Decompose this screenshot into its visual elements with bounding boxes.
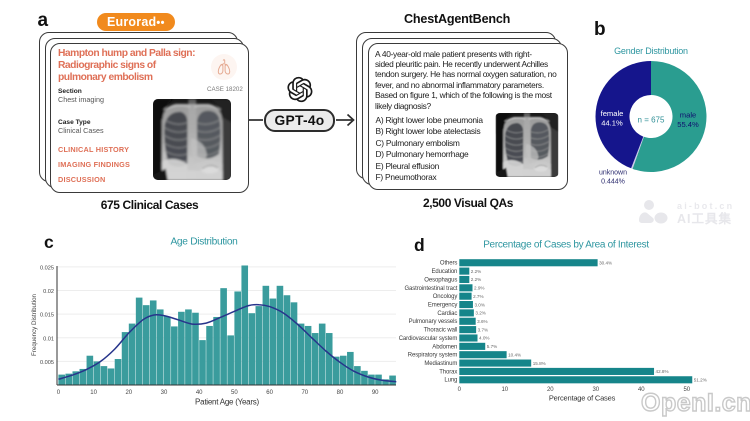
svg-text:Percentage of Cases by Area of: Percentage of Cases by Area of Interest bbox=[483, 240, 649, 251]
svg-text:10: 10 bbox=[90, 390, 97, 396]
svg-text:40: 40 bbox=[638, 387, 645, 393]
svg-text:0.01: 0.01 bbox=[43, 336, 54, 342]
svg-text:30: 30 bbox=[161, 390, 168, 396]
svg-text:3.0%: 3.0% bbox=[474, 302, 484, 307]
svg-text:55.4%: 55.4% bbox=[677, 120, 699, 129]
svg-text:2.2%: 2.2% bbox=[471, 269, 481, 274]
svg-text:3.7%: 3.7% bbox=[478, 327, 488, 332]
svg-text:Respiratory system: Respiratory system bbox=[408, 353, 458, 359]
svg-text:30.4%: 30.4% bbox=[599, 261, 612, 266]
svg-text:Education: Education bbox=[432, 269, 458, 275]
svg-text:unknown: unknown bbox=[599, 170, 627, 177]
svg-text:5.7%: 5.7% bbox=[487, 344, 497, 349]
svg-text:0: 0 bbox=[57, 390, 61, 396]
svg-text:80: 80 bbox=[337, 390, 344, 396]
svg-text:50: 50 bbox=[683, 387, 690, 393]
svg-text:n = 675: n = 675 bbox=[638, 116, 665, 125]
svg-text:Oncology: Oncology bbox=[433, 294, 458, 300]
svg-text:female: female bbox=[601, 109, 624, 118]
svg-text:30: 30 bbox=[592, 387, 599, 393]
svg-text:Thoracic wall: Thoracic wall bbox=[424, 328, 458, 334]
svg-text:Thorax: Thorax bbox=[439, 369, 457, 375]
svg-text:0.02: 0.02 bbox=[43, 289, 54, 295]
svg-text:Lung: Lung bbox=[444, 378, 457, 384]
svg-text:Cardiovascular system: Cardiovascular system bbox=[399, 336, 458, 342]
svg-text:20: 20 bbox=[547, 387, 554, 393]
svg-text:Frequency Distribution: Frequency Distribution bbox=[31, 293, 38, 355]
svg-text:Pulmonary vessels: Pulmonary vessels bbox=[409, 319, 458, 325]
svg-text:Cardiac: Cardiac bbox=[437, 311, 457, 317]
svg-text:10.4%: 10.4% bbox=[508, 352, 521, 357]
svg-text:Abdomen: Abdomen bbox=[432, 344, 457, 350]
svg-text:Mediastinum: Mediastinum bbox=[424, 361, 457, 367]
svg-text:Oesophagus: Oesophagus bbox=[424, 277, 457, 283]
svg-text:Others: Others bbox=[440, 261, 458, 267]
svg-text:90: 90 bbox=[372, 390, 379, 396]
svg-text:AI工具集: AI工具集 bbox=[677, 211, 732, 226]
svg-text:male: male bbox=[680, 111, 696, 120]
svg-text:51.2%: 51.2% bbox=[694, 378, 707, 383]
svg-text:3.2%: 3.2% bbox=[475, 311, 485, 316]
svg-text:0: 0 bbox=[458, 387, 462, 393]
svg-text:3.6%: 3.6% bbox=[477, 319, 487, 324]
svg-text:2.7%: 2.7% bbox=[473, 294, 483, 299]
svg-text:0.005: 0.005 bbox=[40, 360, 54, 366]
svg-text:Gastrointestinal tract: Gastrointestinal tract bbox=[404, 286, 457, 292]
svg-text:Emergency: Emergency bbox=[428, 303, 458, 309]
svg-text:20: 20 bbox=[125, 390, 132, 396]
svg-text:2.2%: 2.2% bbox=[471, 277, 481, 282]
svg-text:40: 40 bbox=[196, 390, 203, 396]
svg-text:10: 10 bbox=[501, 387, 508, 393]
svg-text:0.025: 0.025 bbox=[40, 265, 54, 271]
svg-text:50: 50 bbox=[231, 390, 238, 396]
svg-text:Percentage of Cases: Percentage of Cases bbox=[549, 394, 616, 403]
svg-text:15.8%: 15.8% bbox=[533, 361, 546, 366]
svg-text:0.444%: 0.444% bbox=[601, 179, 625, 186]
svg-text:Age Distribution: Age Distribution bbox=[170, 237, 237, 248]
svg-text:0.015: 0.015 bbox=[40, 313, 54, 319]
svg-text:44.1%: 44.1% bbox=[601, 119, 623, 128]
svg-text:42.8%: 42.8% bbox=[656, 369, 669, 374]
svg-text:60: 60 bbox=[266, 390, 273, 396]
svg-text:ai-bot.cn: ai-bot.cn bbox=[677, 201, 734, 211]
svg-text:4.0%: 4.0% bbox=[479, 336, 489, 341]
svg-text:70: 70 bbox=[301, 390, 308, 396]
svg-text:2.9%: 2.9% bbox=[474, 286, 484, 291]
svg-text:Patient Age (Years): Patient Age (Years) bbox=[195, 398, 259, 407]
